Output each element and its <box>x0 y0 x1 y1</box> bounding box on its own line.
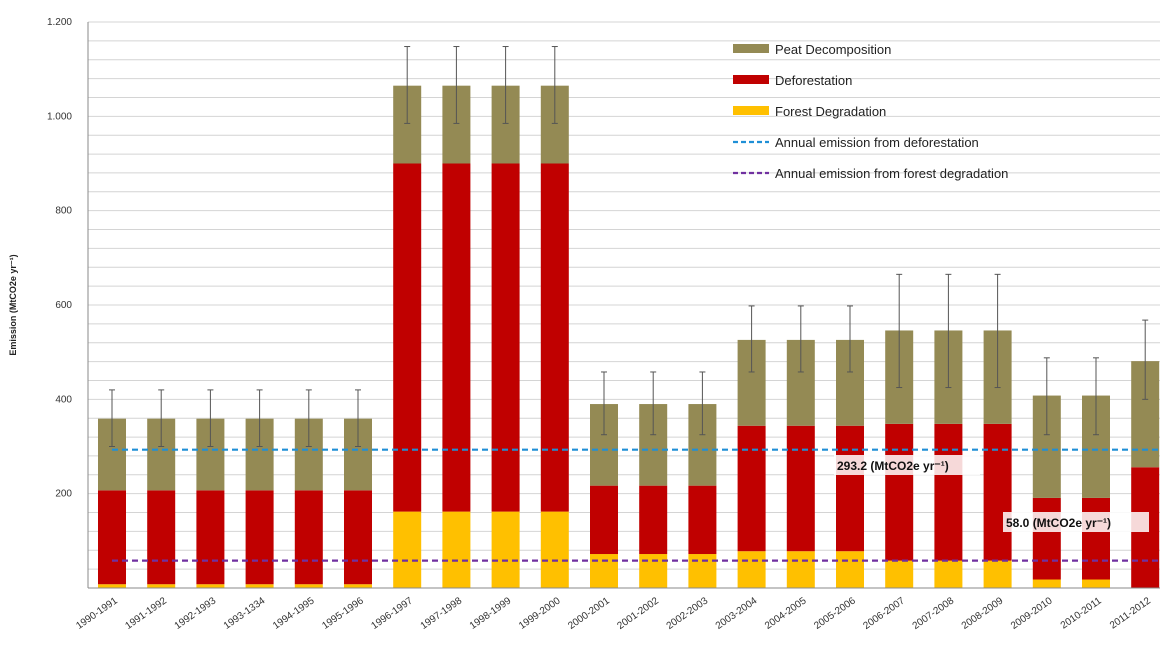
bar-segment-forest-degradation <box>147 584 176 588</box>
legend-label: Deforestation <box>775 73 852 88</box>
bar-segment-forest-degradation <box>98 584 126 588</box>
annotation-box <box>834 455 980 475</box>
x-tick-label: 1994-1995 <box>271 595 317 632</box>
bar-segment-forest-degradation <box>934 560 963 588</box>
legend-swatch <box>733 106 769 115</box>
bar-segment-deforestation <box>294 490 323 585</box>
legend: Peat Decomposition Deforestation Forest De… <box>733 42 1008 181</box>
bar-segment-forest-degradation <box>344 584 372 588</box>
y-tick-label: 800 <box>55 206 72 217</box>
bar-segment-deforestation <box>1082 497 1110 580</box>
bar-segment-forest-degradation <box>590 554 618 588</box>
bar-segment-deforestation <box>147 490 176 585</box>
bar-segment-deforestation <box>688 485 717 555</box>
legend-swatch <box>733 75 769 84</box>
x-tick-label: 2002-2003 <box>665 595 711 632</box>
x-tick-label: 2003-2004 <box>714 595 760 632</box>
bar-segment-deforestation <box>1032 497 1061 580</box>
bar-segment-deforestation <box>885 423 914 561</box>
x-tick-label: 1996-1997 <box>369 595 415 632</box>
bar-segment-forest-degradation <box>196 584 225 588</box>
annotation-label: 58.0 (MtCO2e yr⁻¹) <box>1006 516 1111 530</box>
bar-segment-deforestation <box>639 485 668 555</box>
bar-segment-forest-degradation <box>491 511 520 588</box>
bar-segment-forest-degradation <box>393 511 422 588</box>
x-tick-label: 1991-1992 <box>123 595 169 632</box>
bar-segment-deforestation <box>590 485 618 555</box>
bar-segment-forest-degradation <box>786 551 815 588</box>
bar-segment-deforestation <box>983 423 1012 561</box>
x-tick-label: 2006-2007 <box>861 595 907 632</box>
bar-segment-forest-degradation <box>245 584 274 588</box>
x-tick-label: 1998-1999 <box>468 595 514 632</box>
x-tick-label: 2008-2009 <box>960 595 1006 632</box>
x-tick-label: 2004-2005 <box>763 595 809 632</box>
annotation-label: 293.2 (MtCO2e yr⁻¹) <box>837 459 949 473</box>
bar-segment-forest-degradation <box>540 511 569 588</box>
x-tick-label: 2009-2010 <box>1009 595 1055 632</box>
bar-segment-forest-degradation <box>836 551 864 588</box>
bar-segment-deforestation <box>344 490 372 585</box>
bar-segment-deforestation <box>934 423 963 561</box>
legend-swatch <box>733 44 769 53</box>
bar-segment-deforestation <box>245 490 274 585</box>
bar-segment-forest-degradation <box>983 560 1012 588</box>
bar-segment-deforestation <box>196 490 225 585</box>
bar-segment-forest-degradation <box>294 584 323 588</box>
y-tick-label: 1.200 <box>47 17 72 28</box>
legend-label: Peat Decomposition <box>775 42 891 57</box>
bar-segment-forest-degradation <box>442 511 471 588</box>
x-tick-label: 1993-1334 <box>222 595 268 632</box>
x-tick-label: 2011-2012 <box>1108 595 1153 631</box>
x-tick-label: 1997-1998 <box>419 595 465 632</box>
bar-segment-deforestation <box>786 425 815 552</box>
legend-label: Annual emission from forest degradation <box>775 166 1008 181</box>
bar-segment-deforestation <box>442 163 471 512</box>
legend-label: Forest Degradation <box>775 104 886 119</box>
y-tick-label: 1.000 <box>47 111 72 122</box>
bar-segment-deforestation <box>836 425 864 552</box>
bar-segment-forest-degradation <box>737 551 766 588</box>
bar-segment-forest-degradation <box>1082 579 1110 588</box>
y-tick-label: 400 <box>55 394 72 405</box>
error-bars <box>109 46 1149 447</box>
bar-segment-deforestation <box>737 425 766 552</box>
x-tick-label: 2007-2008 <box>911 595 957 632</box>
reference-lines: 293.2 (MtCO2e yr⁻¹) 58.0 (MtCO2e yr⁻¹) <box>112 448 1160 562</box>
y-tick-label: 600 <box>55 300 72 311</box>
bar-segment-deforestation <box>98 490 126 585</box>
legend-label: Annual emission from deforestation <box>775 135 979 150</box>
bar-segment-forest-degradation <box>639 554 668 588</box>
annotation-box <box>1003 512 1149 532</box>
x-tick-label: 2000-2001 <box>566 595 612 632</box>
y-axis-label: Emission (MtCO2e yr⁻¹) <box>8 254 18 355</box>
x-tick-label: 1999-2000 <box>517 595 563 632</box>
y-tick-label: 200 <box>55 489 72 500</box>
x-tick-label: 1990-1991 <box>74 595 120 632</box>
bar-segment-forest-degradation <box>885 560 914 588</box>
x-tick-label: 1995-1996 <box>320 595 366 632</box>
bar-segment-deforestation <box>540 163 569 512</box>
x-tick-label: 2005-2006 <box>812 595 858 632</box>
x-tick-label: 2010-2011 <box>1059 595 1104 631</box>
bar-segment-deforestation <box>491 163 520 512</box>
bar-segment-forest-degradation <box>1032 579 1061 588</box>
x-tick-label: 2001-2002 <box>615 595 661 632</box>
bar-segment-deforestation <box>393 163 422 512</box>
x-tick-label: 1992-1993 <box>173 595 219 632</box>
bar-segment-forest-degradation <box>688 554 717 588</box>
